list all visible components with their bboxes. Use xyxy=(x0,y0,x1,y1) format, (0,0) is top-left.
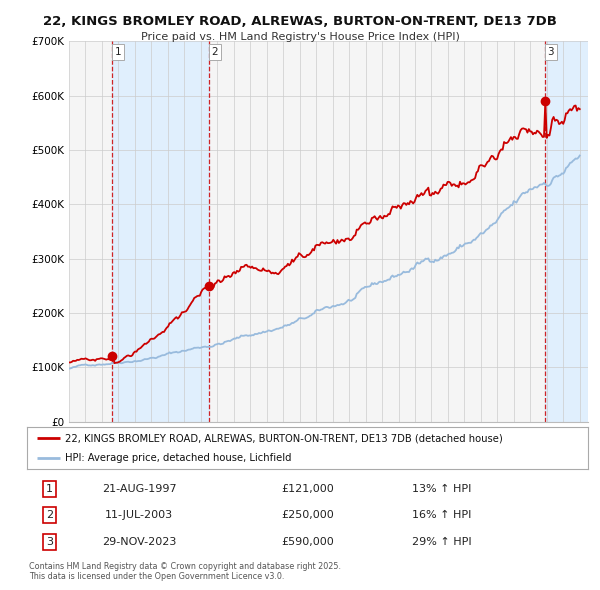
Text: 11-JUL-2003: 11-JUL-2003 xyxy=(105,510,173,520)
Text: 29-NOV-2023: 29-NOV-2023 xyxy=(102,537,176,547)
Text: 13% ↑ HPI: 13% ↑ HPI xyxy=(412,484,472,494)
Text: 22, KINGS BROMLEY ROAD, ALREWAS, BURTON-ON-TRENT, DE13 7DB: 22, KINGS BROMLEY ROAD, ALREWAS, BURTON-… xyxy=(43,15,557,28)
Text: 21-AUG-1997: 21-AUG-1997 xyxy=(102,484,176,494)
Bar xyxy=(545,41,588,422)
Text: £250,000: £250,000 xyxy=(281,510,334,520)
Text: Price paid vs. HM Land Registry's House Price Index (HPI): Price paid vs. HM Land Registry's House … xyxy=(140,32,460,42)
Text: £121,000: £121,000 xyxy=(281,484,334,494)
Text: 22, KINGS BROMLEY ROAD, ALREWAS, BURTON-ON-TRENT, DE13 7DB (detached house): 22, KINGS BROMLEY ROAD, ALREWAS, BURTON-… xyxy=(65,433,503,443)
Text: 1: 1 xyxy=(46,484,53,494)
Text: 3: 3 xyxy=(46,537,53,547)
Text: Contains HM Land Registry data © Crown copyright and database right 2025.
This d: Contains HM Land Registry data © Crown c… xyxy=(29,562,341,581)
Text: £590,000: £590,000 xyxy=(281,537,334,547)
Bar xyxy=(112,41,209,422)
Text: 16% ↑ HPI: 16% ↑ HPI xyxy=(412,510,472,520)
Text: 2: 2 xyxy=(211,47,218,57)
Text: HPI: Average price, detached house, Lichfield: HPI: Average price, detached house, Lich… xyxy=(65,453,292,463)
Text: 2: 2 xyxy=(46,510,53,520)
Text: 1: 1 xyxy=(115,47,121,57)
Text: 29% ↑ HPI: 29% ↑ HPI xyxy=(412,537,472,547)
Text: 3: 3 xyxy=(547,47,554,57)
